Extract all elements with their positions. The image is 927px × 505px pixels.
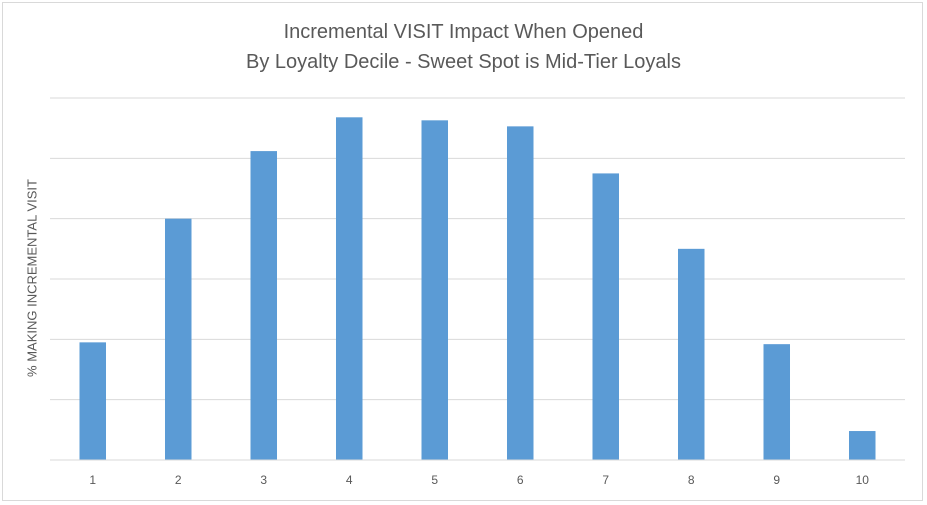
bar-decile-10 xyxy=(848,431,876,460)
x-tick-label: 5 xyxy=(431,473,438,487)
x-tick-label: 9 xyxy=(773,473,780,487)
x-tick-label: 3 xyxy=(260,473,267,487)
bars xyxy=(79,117,876,461)
x-tick-labels: 1 2 3 4 5 6 7 8 9 10 xyxy=(89,473,869,487)
bar-decile-3 xyxy=(250,151,278,461)
bar-decile-6 xyxy=(506,126,534,461)
x-tick-label: 10 xyxy=(856,473,870,487)
x-tick-label: 8 xyxy=(688,473,695,487)
bar-decile-8 xyxy=(677,248,705,460)
bar-decile-5 xyxy=(421,120,449,460)
chart-title: Incremental VISIT Impact When Opened xyxy=(283,21,644,43)
x-tick-label: 6 xyxy=(517,473,524,487)
gridlines xyxy=(50,97,905,401)
bar-decile-4 xyxy=(335,117,363,460)
bar-decile-2 xyxy=(164,218,192,460)
x-tick-label: 1 xyxy=(89,473,96,487)
bar-decile-9 xyxy=(763,344,791,460)
bar-decile-7 xyxy=(592,173,620,460)
chart-subtitle: By Loyalty Decile - Sweet Spot is Mid-Ti… xyxy=(246,51,681,73)
x-tick-label: 2 xyxy=(175,473,182,487)
x-tick-label: 7 xyxy=(602,473,609,487)
x-tick-label: 4 xyxy=(346,473,353,487)
bar-decile-1 xyxy=(79,342,107,460)
